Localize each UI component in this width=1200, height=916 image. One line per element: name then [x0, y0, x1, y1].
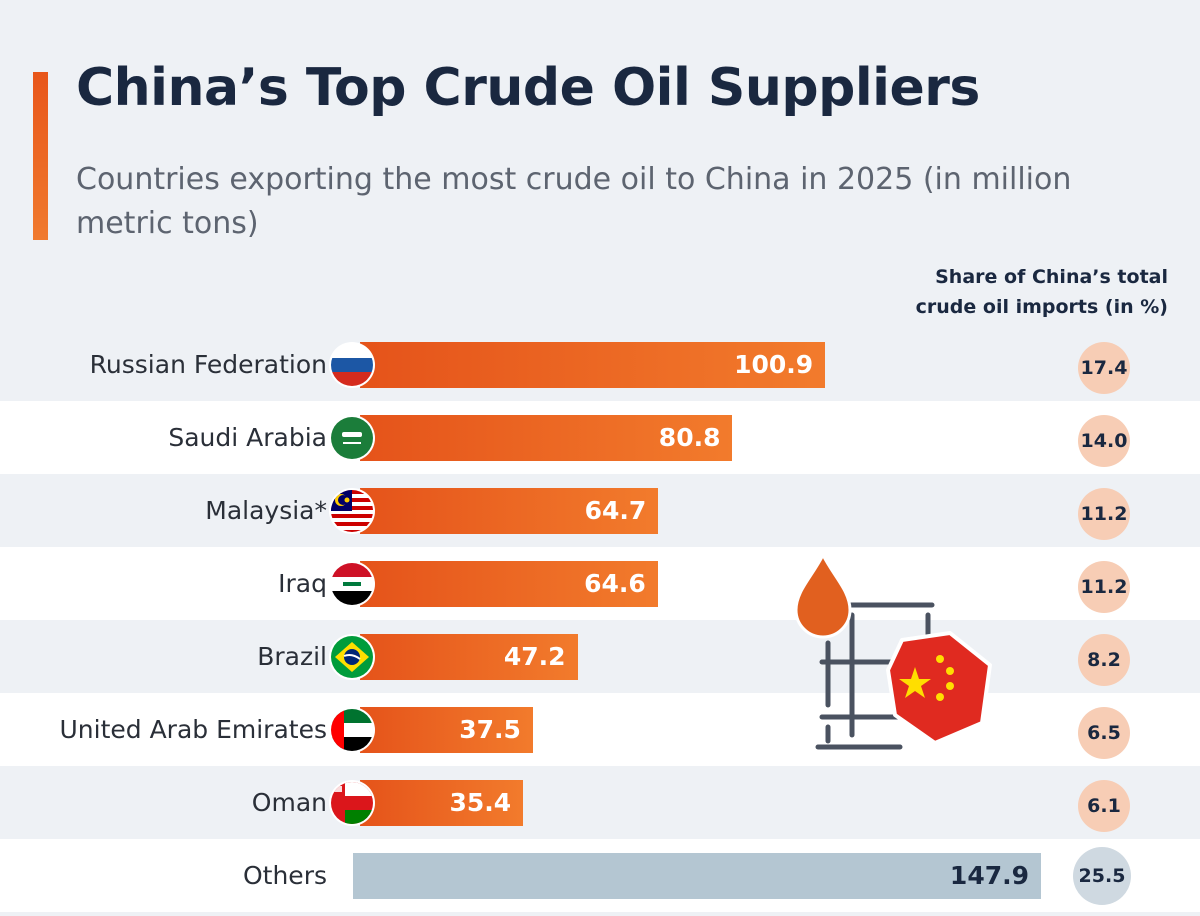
bar-value-label: 35.4: [449, 787, 512, 817]
bar: 147.9: [353, 852, 1041, 899]
category-label: Iraq: [278, 569, 327, 598]
share-badge: 6.1: [1078, 779, 1130, 832]
bar: 47.2: [360, 633, 578, 680]
chart-row: Iraq 64.6 11.2: [0, 547, 1200, 620]
china-flag-icon: [886, 631, 992, 745]
category-label: United Arab Emirates: [59, 715, 327, 744]
title-accent-bar: [33, 72, 48, 240]
chart-row: Malaysia* 64.7 11.2: [0, 474, 1200, 547]
oil-drop-icon: [794, 555, 852, 639]
bar-value-label: 47.2: [503, 641, 566, 671]
chart-row: Others 147.9 25.5: [0, 839, 1200, 912]
oman-flag-icon: [331, 781, 373, 824]
chart-title: China’s Top Crude Oil Suppliers: [76, 58, 980, 118]
share-badge: 11.2: [1078, 560, 1130, 613]
chart-row: United Arab Emirates 37.5 6.5: [0, 693, 1200, 766]
bar-value-label: 64.7: [584, 495, 647, 525]
chart-subtitle: Countries exporting the most crude oil t…: [76, 162, 1072, 241]
category-label: Malaysia*: [205, 496, 327, 525]
category-label: Russian Federation: [89, 350, 327, 379]
bar-value-label: 64.6: [584, 568, 646, 598]
share-badge: 25.5: [1073, 846, 1131, 905]
category-label: Brazil: [257, 642, 327, 671]
bar: 37.5: [360, 706, 533, 753]
chart-row: Brazil 47.2 8.2: [0, 620, 1200, 693]
russia-flag-icon: [331, 343, 373, 386]
chart-row: Saudi Arabia 80.8 14.0: [0, 401, 1200, 474]
share-badge: 6.5: [1078, 706, 1130, 759]
bar: 100.9: [360, 341, 826, 388]
chart-row: Russian Federation 100.9 17.4: [0, 328, 1200, 401]
share-badge: 8.2: [1078, 633, 1130, 686]
category-label: Others: [242, 861, 327, 890]
iraq-flag-icon: [331, 562, 373, 605]
bar-value-label: 147.9: [949, 860, 1029, 890]
brazil-flag-icon: [331, 635, 373, 678]
saudi-arabia-flag-icon: [331, 416, 373, 459]
share-badge: 11.2: [1078, 487, 1130, 540]
oil-barrel-illustration: [794, 555, 992, 750]
bar: 80.8: [360, 414, 733, 461]
chart-row: Oman 35.4 6.1: [0, 766, 1200, 839]
bar: 35.4: [360, 779, 524, 826]
bar: 64.6: [360, 560, 658, 607]
uae-flag-icon: [331, 708, 373, 751]
share-badge: 14.0: [1078, 414, 1130, 467]
bar-value-label: 37.5: [459, 714, 521, 744]
share-column-header: Share of China’s total crude oil imports…: [915, 266, 1168, 318]
bar-value-label: 80.8: [658, 422, 721, 452]
bar: 64.7: [360, 487, 659, 534]
share-badge: 17.4: [1078, 341, 1130, 394]
bar-value-label: 100.9: [734, 349, 814, 379]
malaysia-flag-icon: [331, 489, 373, 532]
category-label: Saudi Arabia: [168, 423, 327, 452]
bar-chart: Russian Federation 100.9 17.4 Saudi Arabia 8…: [0, 328, 1200, 916]
category-label: Oman: [251, 788, 327, 817]
